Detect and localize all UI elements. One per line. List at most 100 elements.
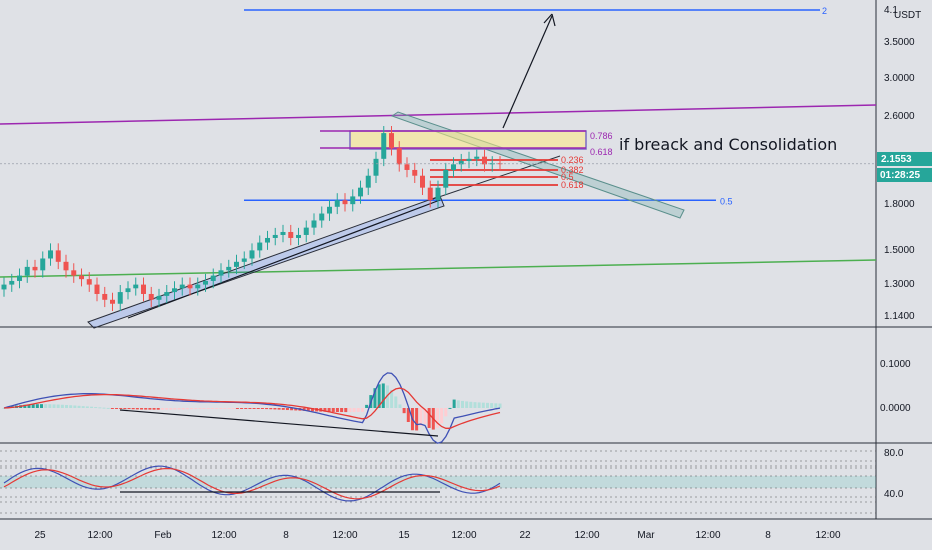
macd-histogram-bar xyxy=(165,408,169,410)
macd-histogram-bar xyxy=(485,402,489,408)
time-tick-label: 25 xyxy=(34,530,46,541)
macd-histogram-bar xyxy=(244,408,248,409)
candle xyxy=(458,161,464,165)
candle xyxy=(358,187,363,197)
macd-histogram-bar xyxy=(460,400,464,408)
price-tick-label: 1.1400 xyxy=(884,311,915,322)
candle xyxy=(257,242,263,251)
macd-histogram-bar xyxy=(23,404,27,408)
macd-histogram-bar xyxy=(473,402,477,408)
candle xyxy=(156,295,162,300)
candle xyxy=(435,187,441,201)
macd-histogram-bar xyxy=(331,408,335,412)
macd-histogram-bar xyxy=(90,406,94,408)
macd-histogram-bar xyxy=(123,408,127,409)
macd-histogram-bar xyxy=(131,408,135,410)
macd-divergence-arrow xyxy=(119,409,439,437)
macd-histogram-bar xyxy=(290,408,294,411)
candle xyxy=(249,250,255,259)
macd-tick-label: 0.1000 xyxy=(880,359,911,370)
candle xyxy=(179,284,185,289)
stoch-k-line xyxy=(3,465,501,502)
macd-histogram-bar xyxy=(198,408,202,410)
channel-extension xyxy=(429,155,561,201)
candle xyxy=(234,261,239,267)
green-trendline xyxy=(0,259,877,278)
macd-histogram-bar xyxy=(373,388,377,408)
candle xyxy=(1,284,7,290)
candle xyxy=(365,175,371,188)
macd-histogram-bar xyxy=(210,408,214,409)
macd-histogram-bar xyxy=(223,408,227,409)
projection-arrow xyxy=(502,15,553,129)
macd-histogram-bar xyxy=(469,401,473,408)
countdown-value: 01:28:25 xyxy=(880,170,920,181)
macd-histogram-bar xyxy=(327,408,331,412)
macd-histogram-bar xyxy=(281,408,285,410)
macd-histogram-bar xyxy=(477,402,481,408)
macd-histogram-bar xyxy=(231,408,235,409)
stoch-tick-label: 80.0 xyxy=(884,448,904,459)
fib-0.5-label: 0.5 xyxy=(720,196,733,206)
macd-histogram-bar xyxy=(173,408,177,410)
macd-histogram-bar xyxy=(115,408,119,409)
candle xyxy=(474,156,480,159)
candle xyxy=(396,148,402,165)
macd-histogram-bar xyxy=(31,404,35,408)
time-tick-label: 22 xyxy=(519,530,531,541)
price-tick-label: 1.8000 xyxy=(884,199,915,210)
candle xyxy=(195,284,201,289)
candle xyxy=(63,261,69,271)
candle xyxy=(55,250,61,262)
macd-histogram-bar xyxy=(260,408,264,409)
macd-histogram-bar xyxy=(444,408,448,417)
fib-extension-label: 2 xyxy=(822,6,827,16)
candle xyxy=(210,275,216,281)
macd-histogram-bar xyxy=(156,408,160,410)
stoch-d-line xyxy=(3,467,501,500)
macd-histogram-bar xyxy=(344,408,348,413)
macd-histogram-bar xyxy=(102,407,106,409)
macd-histogram-bar xyxy=(448,407,452,409)
candle xyxy=(133,284,139,289)
candle xyxy=(9,280,15,285)
candle xyxy=(482,156,487,165)
macd-histogram-bar xyxy=(248,408,252,409)
fib-red-label: 0.236 xyxy=(561,155,584,165)
candle xyxy=(334,200,340,207)
macd-histogram-bar xyxy=(127,408,131,410)
macd-histogram-bar xyxy=(356,408,360,412)
macd-histogram-bar xyxy=(340,408,344,413)
currency-unit-label: USDT xyxy=(894,10,921,21)
candle xyxy=(172,288,177,293)
macd-histogram-bar xyxy=(252,408,256,409)
candle xyxy=(311,220,317,228)
candle xyxy=(303,227,309,235)
fib-0.786-label: 0.786 xyxy=(590,131,613,141)
macd-histogram-bar xyxy=(381,383,385,408)
candle xyxy=(32,266,38,271)
macd-histogram-bar xyxy=(73,405,77,408)
macd-histogram-bar xyxy=(360,408,364,412)
macd-histogram-bar xyxy=(440,408,444,424)
current-price-tag xyxy=(877,152,932,166)
candle xyxy=(141,284,146,294)
macd-histogram-bar xyxy=(227,408,231,409)
macd-histogram-bar xyxy=(160,408,164,410)
macd-histogram-bar xyxy=(265,408,269,410)
candle xyxy=(451,164,456,170)
macd-histogram-bar xyxy=(98,407,102,409)
macd-histogram-bar xyxy=(273,408,277,410)
macd-histogram-bar xyxy=(48,404,52,408)
candle xyxy=(288,231,294,238)
macd-histogram-bar xyxy=(323,408,327,412)
time-tick-label: 12:00 xyxy=(211,530,236,541)
macd-histogram-bar xyxy=(285,408,289,411)
candle xyxy=(218,270,224,276)
macd-histogram-bar xyxy=(385,385,389,408)
macd-histogram-bar xyxy=(377,384,381,408)
candle xyxy=(265,237,270,243)
stoch-band xyxy=(0,476,876,488)
